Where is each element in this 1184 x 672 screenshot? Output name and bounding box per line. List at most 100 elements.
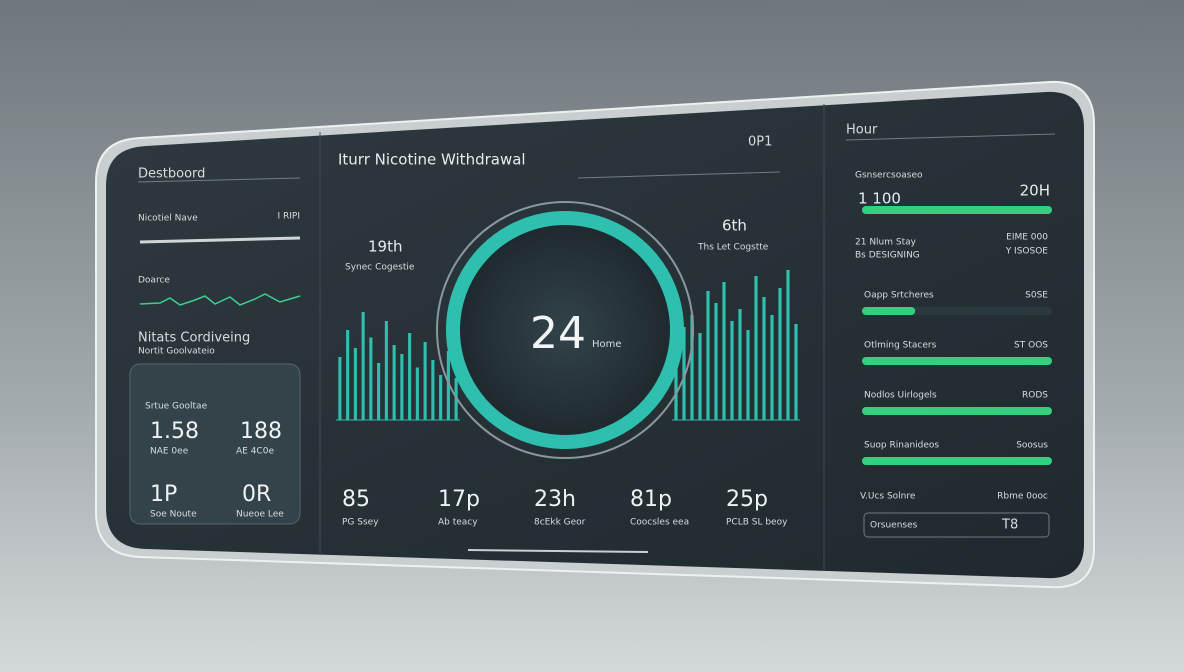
row-label: 21 Nlum Stay [855, 238, 917, 248]
bar [746, 330, 750, 420]
row-value: EIME 000 [1006, 233, 1048, 243]
row-sub: Y ISOSOE [1005, 247, 1049, 257]
stat-value: 25p [726, 487, 768, 512]
gauge-outer [436, 201, 694, 459]
row-value: RODS [1022, 391, 1048, 401]
bar [431, 360, 435, 420]
bar [738, 309, 742, 420]
metric: 0R [242, 482, 271, 507]
row-value: ST OOS [1014, 341, 1048, 351]
stat-value: 85 [342, 487, 370, 512]
progress-bar [862, 457, 1052, 465]
input-value: T8 [1001, 518, 1018, 533]
bar [377, 363, 381, 420]
row-label: Oapp Srtcheres [864, 291, 934, 301]
stat-value: 23h [534, 487, 576, 512]
metric: 188 [240, 419, 282, 444]
rule [137, 177, 301, 183]
card-header: Srtue Gooltae [145, 402, 208, 412]
bar [722, 282, 726, 420]
bar [384, 321, 388, 420]
bar [338, 357, 342, 420]
stat-label: Ths Let Cogstte [697, 243, 769, 253]
gauge-value: 24 [530, 308, 586, 359]
progress-bar [862, 357, 1052, 365]
gauge-label: Home [592, 339, 622, 350]
stat-sub: 8cEkk Geor [534, 518, 586, 528]
metric: 1.58 [150, 419, 199, 444]
metric-sub: Soe Noute [150, 510, 197, 520]
time: 0P1 [748, 135, 772, 150]
row-label: Suop Rinanideos [864, 441, 939, 451]
bar [400, 354, 404, 420]
row-value: Soosus [1016, 441, 1048, 451]
bar [794, 324, 798, 420]
metric: 1 100 [858, 190, 901, 208]
rule [845, 133, 1056, 141]
bar [778, 288, 782, 420]
row-label: Gsnsercsoaseo [855, 171, 923, 181]
bar [423, 342, 427, 420]
bar [392, 345, 396, 420]
stat-sub: PCLB SL beoy [726, 518, 788, 528]
bar [786, 270, 790, 420]
row-label: Doarce [138, 276, 170, 286]
bar [369, 337, 373, 420]
progress-list: Oapp Srtcheres S0SE Otlming Stacers ST OOS N… [862, 206, 1052, 465]
row-label: V.Ucs Solnre [860, 492, 916, 502]
bar [698, 333, 702, 420]
row-label: Otlming Stacers [864, 341, 937, 351]
stat-value: 19th [368, 238, 402, 256]
bar-chart [336, 270, 800, 421]
bar [353, 348, 357, 420]
bar [690, 315, 694, 420]
bar [762, 297, 766, 420]
bar [706, 291, 710, 420]
stat-sub: PG Ssey [342, 518, 379, 528]
bar [730, 321, 734, 420]
bar [674, 348, 678, 420]
stat-value: 17p [438, 487, 480, 512]
bar [439, 375, 443, 420]
row-label: Nicotiel Nave [138, 214, 198, 224]
metric-sub: Nueoe Lee [236, 510, 284, 520]
bar [408, 333, 412, 420]
progress-bar [862, 407, 1052, 415]
metric-sub: NAE 0ee [150, 447, 189, 457]
row-value: Rbme 0ooc [997, 492, 1048, 502]
sparkline [139, 236, 301, 244]
gauge-ring [446, 211, 684, 449]
stat-sub: Ab teacy [438, 518, 478, 528]
sparkline [139, 293, 301, 306]
card [129, 363, 301, 525]
panel-title: Destboord [138, 167, 205, 182]
section-subtitle: Nortit Goolvateio [138, 347, 215, 357]
stat-label: Synec Cogestie [345, 263, 415, 273]
progress-bar [862, 206, 1052, 214]
bar [361, 312, 365, 420]
metric-sub: AE 4C0e [236, 447, 274, 457]
progress-bar [862, 307, 916, 315]
panel-title: Hour [846, 123, 878, 138]
stat-sub: Coocsles eea [630, 518, 689, 528]
screen-title: Iturr Nicotine Withdrawal [338, 151, 526, 169]
stats-row: 85 PG Ssey 17p Ab teacy 23h 8cEkk Geor 81p Cooc… [342, 487, 788, 528]
input-box[interactable] [863, 512, 1050, 538]
bar [770, 315, 774, 420]
metric: 20H [1020, 182, 1050, 200]
bar [682, 327, 686, 420]
row-value: S0SE [1025, 291, 1048, 301]
bar [446, 351, 450, 420]
section-title: Nitats Cordiveing [138, 331, 250, 346]
input-label: Orsuenses [870, 521, 918, 531]
bar [754, 276, 758, 420]
row-sub: Bs DESIGNING [855, 251, 920, 261]
rule [577, 171, 781, 179]
stat-value: 81p [630, 487, 672, 512]
bar [415, 367, 419, 420]
bar [346, 330, 350, 420]
home-indicator [467, 549, 649, 553]
metric: 1P [150, 482, 177, 507]
